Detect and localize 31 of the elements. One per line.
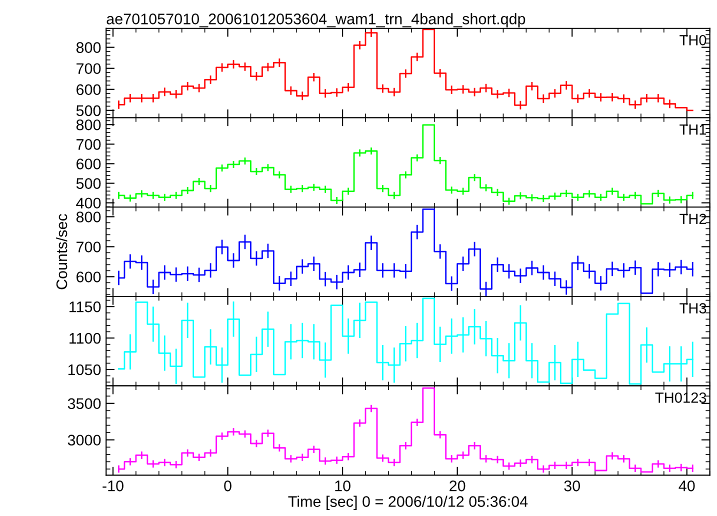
text: TH3: [680, 303, 706, 314]
text: TH0: [680, 35, 706, 46]
y-tick-label: 1050: [68, 364, 101, 376]
text: TH1: [680, 124, 706, 135]
chart-title: ae701057010_20061012053604_wam1_trn_4band_short.qdp: [106, 13, 526, 28]
x-tick-label: 40: [678, 480, 695, 492]
y-tick-label: 600: [76, 158, 101, 170]
y-tick-label: 500: [76, 178, 101, 189]
y-tick-label: 800: [76, 119, 101, 130]
x-axis-title: Time [sec] 0 = 2006/10/12 05:36:04: [288, 496, 528, 510]
y-tick-label: 600: [76, 272, 101, 282]
x-tick-label: 10: [335, 480, 350, 492]
y-tick-label: 800: [76, 212, 101, 222]
x-tick-label: -10: [102, 480, 124, 492]
text: TH2: [680, 214, 706, 224]
y-tick-label: 600: [76, 84, 101, 96]
y-tick-label: 1150: [70, 301, 101, 312]
y-tick-label: 400: [76, 198, 101, 209]
y-tick-label: 700: [76, 242, 101, 252]
y-tick-label: 1100: [70, 332, 101, 344]
y-axis-title: Counts/sec: [56, 214, 68, 290]
y-tick-label: 700: [76, 63, 101, 74]
y-tick-label: 3000: [68, 434, 101, 446]
x-tick-label: 30: [564, 480, 580, 492]
y-tick-label: 700: [76, 139, 101, 150]
y-tick-label: 800: [76, 42, 101, 53]
y-tick-label: 3500: [68, 398, 101, 410]
x-tick-label: 0: [224, 480, 232, 492]
y-tick-label: 500: [76, 105, 101, 116]
x-tick-label: 20: [450, 480, 466, 492]
text: TH0123: [655, 392, 706, 403]
